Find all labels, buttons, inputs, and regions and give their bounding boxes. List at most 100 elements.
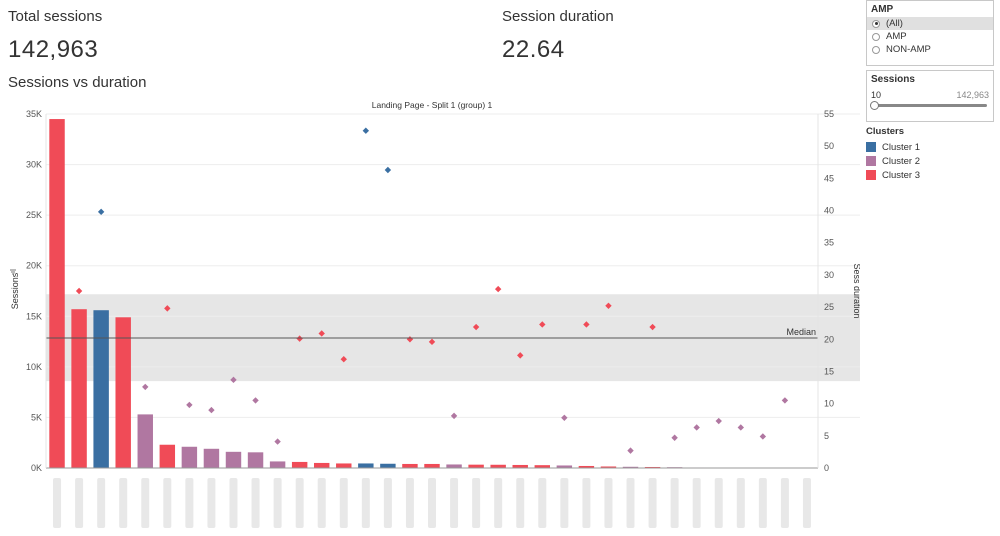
- session-duration-label: Session duration: [502, 8, 614, 25]
- bar: [313, 462, 330, 468]
- bar: [49, 119, 65, 469]
- y2-axis-tick-label: 15: [824, 366, 834, 376]
- duration-point: [781, 397, 789, 404]
- duration-point: [759, 433, 767, 440]
- x-axis-tick-label-blurred: [273, 478, 282, 528]
- legend-title: Clusters: [866, 126, 905, 137]
- duration-point: [693, 424, 700, 431]
- duration-point: [450, 412, 458, 420]
- duration-point: [97, 208, 105, 216]
- y2-axis-tick-label: 25: [824, 302, 834, 312]
- x-axis-tick-label-blurred: [450, 478, 459, 528]
- y-axis-tick-label: 35K: [26, 109, 42, 119]
- duration-point: [605, 302, 612, 310]
- duration-point: [75, 287, 83, 295]
- x-axis-tick-label-blurred: [472, 478, 481, 528]
- bar: [247, 452, 264, 468]
- amp-filter-title: AMP: [871, 4, 894, 15]
- x-axis-tick-label-blurred: [185, 478, 194, 528]
- duration-point: [517, 352, 524, 359]
- amp-option-label: AMP: [886, 31, 907, 42]
- duration-point: [494, 285, 502, 293]
- x-axis-tick-label-blurred: [648, 478, 657, 528]
- bar: [380, 463, 396, 468]
- legend-item-cluster-1[interactable]: Cluster 1: [866, 140, 920, 154]
- amp-option-label: (All): [886, 18, 903, 29]
- sessions-filter-title: Sessions: [871, 74, 915, 85]
- duration-point: [384, 166, 392, 174]
- amp-option-all[interactable]: (All): [867, 17, 993, 30]
- bar: [468, 464, 484, 468]
- bar: [512, 464, 528, 468]
- duration-point: [362, 127, 370, 134]
- x-axis-tick-label-blurred: [295, 478, 304, 528]
- bar: [225, 451, 242, 468]
- y2-axis-tick-label: 55: [824, 109, 834, 119]
- radio-selected-icon: [872, 19, 880, 28]
- bar: [600, 466, 617, 468]
- x-axis-tick-label-blurred: [251, 478, 260, 528]
- legend-item-label: Cluster 2: [882, 155, 921, 167]
- duration-point: [715, 417, 722, 425]
- x-axis-tick-label-blurred: [53, 478, 62, 528]
- sessions-range-min: 10: [871, 90, 882, 100]
- amp-option-non-amp[interactable]: NON-AMP: [867, 43, 993, 56]
- bar: [446, 464, 462, 468]
- x-axis-tick-label-blurred: [714, 478, 723, 528]
- bar: [490, 464, 506, 468]
- y2-axis-tick-label: 35: [824, 238, 834, 248]
- x-axis-tick-label-blurred: [163, 478, 172, 528]
- bar: [203, 448, 220, 468]
- y2-axis-tick-label: 10: [824, 399, 834, 409]
- median-label: Median: [786, 327, 816, 337]
- x-axis-tick-label-blurred: [582, 478, 591, 528]
- x-axis-tick-label-blurred: [494, 478, 503, 528]
- duration-point: [252, 397, 259, 404]
- sessions-slider-handle[interactable]: [870, 101, 879, 110]
- duration-point: [561, 414, 568, 421]
- duration-point: [142, 383, 149, 391]
- amp-option-label: NON-AMP: [886, 44, 931, 55]
- bar: [534, 465, 551, 468]
- duration-point: [649, 323, 656, 331]
- duration-point: [627, 447, 634, 454]
- x-axis-tick-label-blurred: [383, 478, 392, 528]
- amp-option-amp[interactable]: AMP: [867, 30, 993, 43]
- radio-icon: [872, 32, 880, 41]
- sessions-filter-panel: Sessions 10 142,963: [866, 70, 994, 122]
- total-sessions-label: Total sessions: [8, 8, 103, 25]
- bar: [115, 317, 131, 468]
- y2-axis-tick-label: 0: [824, 463, 829, 473]
- sessions-vs-duration-chart: Landing Page - Split 1 (group) 1 0K 5K 10K 1…: [10, 100, 860, 528]
- x-axis-tick-label-blurred: [229, 478, 238, 528]
- legend-item-cluster-3[interactable]: Cluster 3: [866, 168, 920, 182]
- x-axis-tick-label-blurred: [604, 478, 613, 528]
- radio-icon: [872, 45, 880, 54]
- sessions-slider[interactable]: [870, 101, 987, 110]
- bar: [291, 461, 308, 468]
- bar: [137, 414, 153, 468]
- bar: [269, 461, 286, 468]
- bar: [556, 465, 573, 468]
- y2-axis-tick-label: 50: [824, 141, 834, 151]
- sessions-range-max: 142,963: [956, 90, 989, 100]
- y2-axis-tick-label: 5: [824, 431, 829, 441]
- y-axis-tick-label: 15K: [26, 311, 42, 321]
- x-axis-tick-label-blurred: [736, 478, 745, 528]
- legend-item-cluster-2[interactable]: Cluster 2: [866, 154, 920, 168]
- y-axis-tick-label: 5K: [31, 412, 42, 422]
- x-axis-tick-label-blurred: [405, 478, 414, 528]
- x-axis-tick-label-blurred: [207, 478, 216, 528]
- bar: [402, 463, 418, 468]
- x-axis-labels-blurred: [53, 478, 811, 528]
- duration-point: [186, 401, 193, 409]
- x-axis-tick-label-blurred: [516, 478, 525, 528]
- x-axis-tick-label-blurred: [361, 478, 370, 528]
- x-axis-tick-label-blurred: [97, 478, 106, 528]
- bar: [181, 446, 198, 468]
- x-axis-tick-label-blurred: [780, 478, 789, 528]
- y2-axis-title: Sess duration: [852, 263, 860, 318]
- sort-icon: [10, 269, 16, 275]
- bar: [159, 444, 176, 468]
- x-axis-tick-label-blurred: [670, 478, 679, 528]
